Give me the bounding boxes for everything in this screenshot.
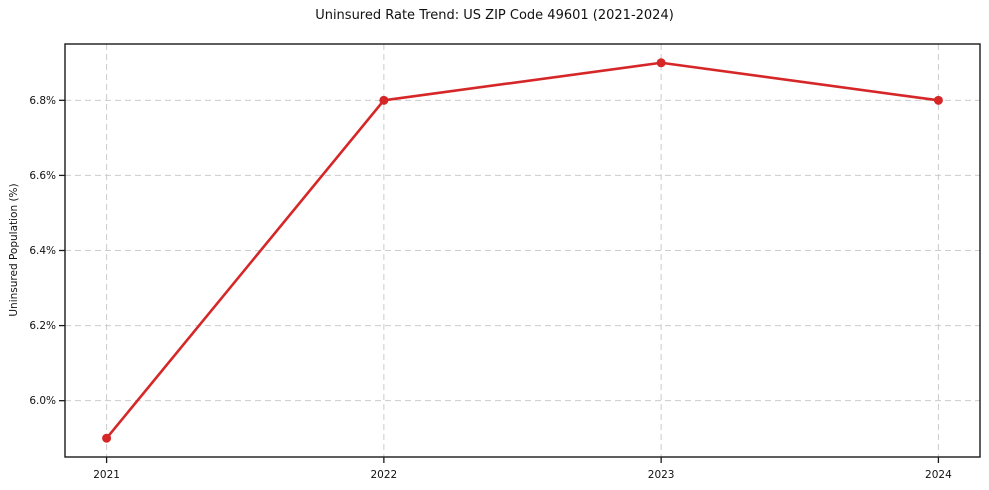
y-tick-label: 6.8% [29,95,56,107]
data-point-marker [102,433,112,443]
y-tick-label: 6.2% [29,320,56,332]
x-tick-label: 2022 [370,469,397,481]
data-point-marker [656,58,666,68]
x-tick-label: 2021 [93,469,120,481]
y-tick-label: 6.4% [29,245,56,257]
plot-border [64,43,981,458]
trend-line [105,61,940,440]
data-point-marker [933,95,943,105]
x-tick-label: 2024 [925,469,952,481]
y-tick-label: 6.6% [29,170,56,182]
x-tick-label: 2023 [648,469,675,481]
chart-title: Uninsured Rate Trend: US ZIP Code 49601 … [315,8,674,23]
data-point-marker [379,95,389,105]
y-tick-label: 6.0% [29,395,56,407]
